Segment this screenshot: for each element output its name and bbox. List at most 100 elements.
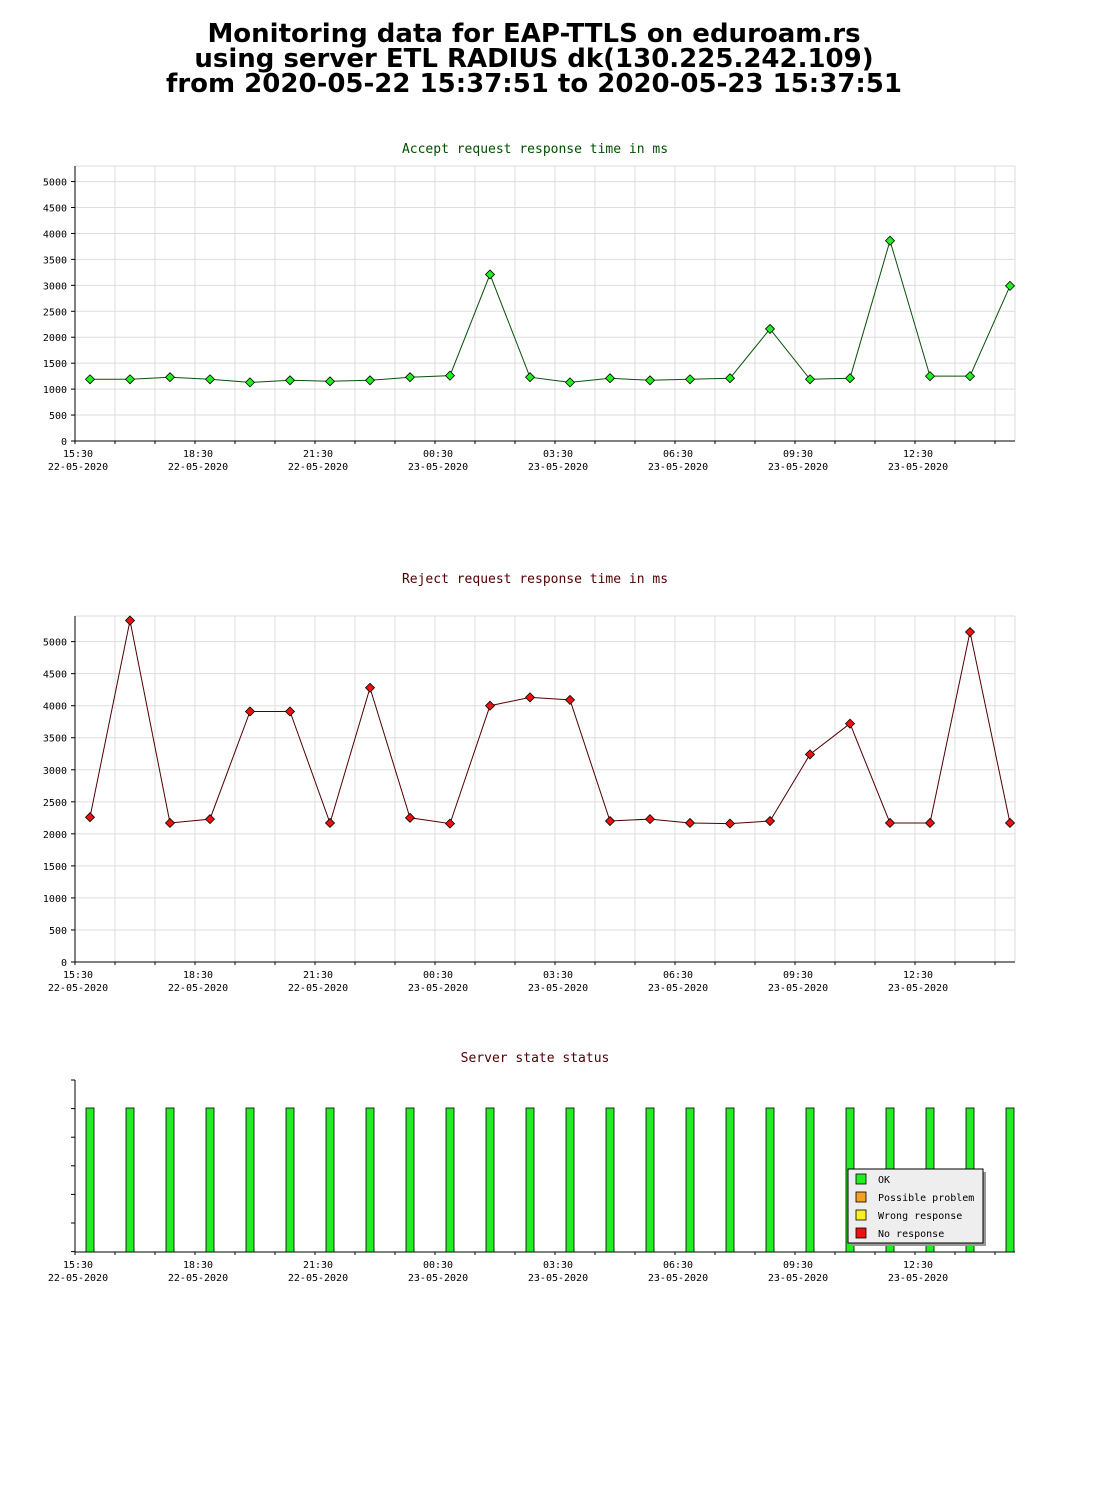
reject-data-point <box>604 815 616 827</box>
accept-y-tick-label: 5000 <box>43 178 67 189</box>
accept-data-point <box>684 374 696 385</box>
accept-y-tick-label: 3500 <box>43 255 67 266</box>
reject-data-point <box>924 817 936 829</box>
status-bar <box>1005 1107 1015 1253</box>
accept-data-point <box>404 372 416 383</box>
accept-data-point <box>764 323 776 334</box>
accept-data-point <box>484 269 496 280</box>
accept-y-tick-label: 4000 <box>43 229 67 240</box>
accept-data-point <box>84 374 96 385</box>
reject-data-point <box>964 626 976 638</box>
accept-data-point <box>884 235 896 246</box>
status-x-tick-date: 22-05-2020 <box>48 1273 108 1284</box>
status-legend: OK Possible problem Wrong response No respo… <box>847 1168 986 1246</box>
status-bar <box>605 1107 615 1253</box>
reject-y-tick-label: 3000 <box>43 766 67 777</box>
title-line-1: Monitoring data for EAP-TTLS on eduroam.… <box>207 19 861 49</box>
reject-data-point <box>844 718 856 729</box>
reject-data-point <box>404 812 416 823</box>
status-bar <box>285 1107 295 1253</box>
legend-swatch <box>855 1209 867 1221</box>
accept-series-line <box>90 238 1011 383</box>
accept-data-point <box>204 374 216 385</box>
reject-data-point <box>444 818 456 829</box>
accept-data-point <box>1004 280 1016 291</box>
status-bar <box>325 1107 335 1253</box>
accept-data-point <box>644 375 656 386</box>
status-bar <box>725 1107 735 1253</box>
reject-y-tick-label: 0 <box>61 958 67 969</box>
reject-data-point <box>804 749 816 760</box>
reject-x-tick-date: 22-05-2020 <box>48 983 108 994</box>
accept-x-tick-label: 06:30 <box>663 449 693 460</box>
status-x-tick-label: 18:30 <box>183 1260 213 1271</box>
reject-data-point <box>204 814 216 825</box>
accept-x-tick-label: 00:30 <box>423 449 453 460</box>
legend-swatch <box>855 1173 867 1185</box>
reject-data-point <box>524 692 536 703</box>
accept-data-point <box>804 374 816 385</box>
accept-data-point <box>524 372 536 383</box>
status-x-tick-label: 06:30 <box>663 1260 693 1271</box>
reject-x-tick-date: 23-05-2020 <box>768 983 828 994</box>
accept-data-point <box>844 373 856 384</box>
status-bar <box>365 1107 375 1253</box>
legend-label: Wrong response <box>878 1211 962 1222</box>
reject-x-tick-date: 23-05-2020 <box>648 983 708 994</box>
reject-data-point <box>564 694 576 706</box>
status-bar <box>125 1107 135 1253</box>
status-bar <box>685 1107 695 1253</box>
accept-y-tick-label: 3000 <box>43 281 67 292</box>
reject-grid <box>75 615 1016 962</box>
accept-x-tick-date: 22-05-2020 <box>168 462 228 473</box>
server-status-chart: Server state status 15:30 22-05-2020 18:30… <box>48 1051 1015 1284</box>
status-x-tick-label: 12:30 <box>903 1260 933 1271</box>
status-x-tick-label: 21:30 <box>303 1260 333 1271</box>
accept-x-tick-date: 23-05-2020 <box>408 462 468 473</box>
status-x-tick-date: 22-05-2020 <box>288 1273 348 1284</box>
accept-data-point <box>444 370 456 381</box>
reject-y-tick-label: 3500 <box>43 734 67 745</box>
accept-y-tick-label: 1000 <box>43 385 67 396</box>
reject-x-tick-date: 22-05-2020 <box>288 983 348 994</box>
status-x-tick-date: 23-05-2020 <box>888 1273 948 1284</box>
status-chart-title: Server state status <box>461 1051 610 1066</box>
accept-data-point <box>284 375 296 386</box>
accept-data-point <box>924 371 936 382</box>
legend-box <box>847 1168 984 1244</box>
accept-chart-title: Accept request response time in ms <box>402 142 668 157</box>
status-bar <box>245 1107 255 1253</box>
reject-y-tick-label: 2000 <box>43 830 67 841</box>
reject-response-chart: Reject request response time in ms 0 500 1… <box>43 572 1016 994</box>
reject-x-tick-label: 12:30 <box>903 970 933 981</box>
reject-x-tick-label: 18:30 <box>183 970 213 981</box>
reject-data-point <box>84 812 96 823</box>
legend-label: No response <box>878 1229 944 1240</box>
reject-y-tick-label: 5000 <box>43 638 67 649</box>
reject-data-point <box>364 682 376 693</box>
reject-x-tick-label: 00:30 <box>423 970 453 981</box>
accept-y-tick-label: 2000 <box>43 333 67 344</box>
status-bar <box>205 1107 215 1253</box>
reject-y-tick-label: 4000 <box>43 702 67 713</box>
accept-y-tick-label: 0 <box>61 437 67 448</box>
accept-x-tick-date: 23-05-2020 <box>888 462 948 473</box>
reject-x-tick-label: 21:30 <box>303 970 333 981</box>
reject-y-tick-label: 2500 <box>43 798 67 809</box>
legend-label: Possible problem <box>878 1193 974 1204</box>
accept-data-point <box>724 373 736 384</box>
accept-data-point <box>964 371 976 382</box>
status-bar <box>445 1107 455 1253</box>
page-title: Monitoring data for EAP-TTLS on eduroam.… <box>0 19 1068 99</box>
accept-y-tick-label: 1500 <box>43 359 67 370</box>
reject-x-tick-date: 23-05-2020 <box>528 983 588 994</box>
reject-x-tick-date: 22-05-2020 <box>168 983 228 994</box>
accept-y-tick-label: 2500 <box>43 307 67 318</box>
reject-data-point <box>684 817 696 829</box>
reject-x-tick-label: 09:30 <box>783 970 813 981</box>
accept-grid <box>75 165 1016 441</box>
accept-x-tick-label: 21:30 <box>303 449 333 460</box>
title-line-3: from 2020-05-22 15:37:51 to 2020-05-23 1… <box>166 69 902 99</box>
status-x-tick-label: 09:30 <box>783 1260 813 1271</box>
